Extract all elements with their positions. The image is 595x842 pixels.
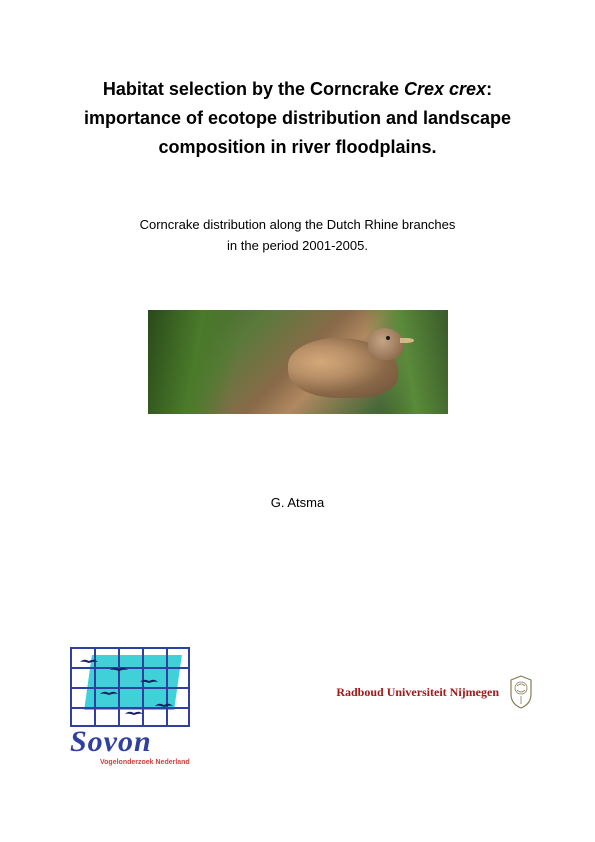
sovon-vline: [166, 647, 168, 727]
title-text-post: :: [486, 79, 492, 99]
title-line-3: composition in river floodplains.: [60, 133, 535, 162]
sovon-vline: [188, 647, 190, 727]
sovon-bird-icon: [80, 653, 98, 661]
radboud-seal-icon: [507, 674, 535, 710]
sovon-name: Sovon: [70, 725, 152, 759]
radboud-text: Radboud Universiteit Nijmegen: [336, 685, 499, 700]
sovon-hline: [70, 687, 190, 689]
sovon-bird-icon: [140, 673, 158, 681]
sovon-bird-icon: [125, 705, 143, 713]
subtitle-line-1: Corncrake distribution along the Dutch R…: [60, 215, 535, 236]
title-text-pre: Habitat selection by the Corncrake: [103, 79, 404, 99]
sovon-vline: [70, 647, 72, 727]
sovon-hline: [70, 647, 190, 649]
radboud-logo: Radboud Universiteit Nijmegen: [315, 672, 535, 712]
sovon-subtitle: Vogelonderzoek Nederland: [100, 759, 190, 766]
author-name: G. Atsma: [60, 495, 535, 510]
sovon-hline: [70, 667, 190, 669]
title-line-1: Habitat selection by the Corncrake Crex …: [60, 75, 535, 104]
title-line-2: importance of ecotope distribution and l…: [60, 104, 535, 133]
sovon-bird-icon: [100, 685, 118, 693]
title-species-italic: Crex crex: [404, 79, 486, 99]
subtitle-block: Corncrake distribution along the Dutch R…: [60, 215, 535, 257]
sovon-grid: [70, 647, 190, 727]
photo-grass-left: [148, 310, 268, 414]
photo-bird-head: [368, 328, 404, 360]
subtitle-line-2: in the period 2001-2005.: [60, 236, 535, 257]
sovon-bird-icon: [110, 661, 128, 669]
sovon-vline: [118, 647, 120, 727]
sovon-logo: Sovon Vogelonderzoek Nederland: [70, 647, 220, 767]
photo-bird-eye: [386, 336, 390, 340]
photo-bird-beak: [400, 338, 414, 343]
title-block: Habitat selection by the Corncrake Crex …: [60, 75, 535, 161]
corncrake-photo: [148, 310, 448, 414]
sovon-bird-icon: [155, 697, 173, 705]
